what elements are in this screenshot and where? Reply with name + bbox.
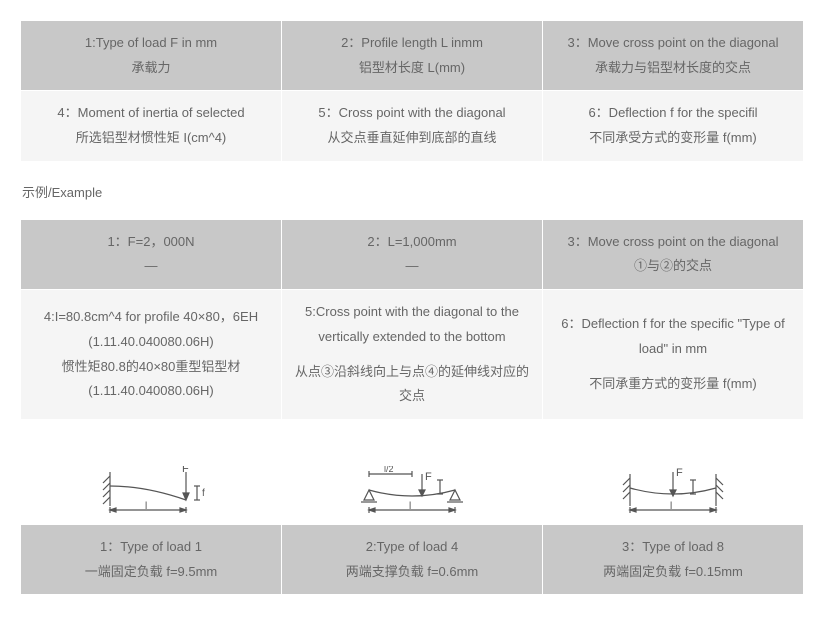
load-cell-2-en: 2:Type of load 4 xyxy=(290,535,534,560)
cell-2-en: 2：Profile length L inmm xyxy=(290,31,534,56)
load-cell-3-en: 3：Type of load 8 xyxy=(551,535,795,560)
svg-text:l/2: l/2 xyxy=(384,466,394,474)
cell-5: 5：Cross point with the diagonal 从交点垂直延伸到… xyxy=(282,91,543,161)
svg-text:F: F xyxy=(182,466,189,475)
cell-3-en: 3：Move cross point on the diagonal xyxy=(551,31,795,56)
cell-6-cn: 不同承受方式的变形量 f(mm) xyxy=(551,126,795,151)
ex-cell-4-l1: 4:I=80.8cm^4 for profile 40×80，6EH xyxy=(29,305,273,330)
cell-5-cn: 从交点垂直延伸到底部的直线 xyxy=(290,126,534,151)
ex-cell-5-l1: 5:Cross point with the diagonal to the v… xyxy=(290,300,534,349)
diagram-3: F l xyxy=(543,445,804,524)
ex-cell-5: 5:Cross point with the diagonal to the v… xyxy=(282,290,543,420)
ex-cell-3-en: 3：Move cross point on the diagonal xyxy=(551,230,795,255)
cell-3-cn: 承载力与铝型材长度的交点 xyxy=(551,56,795,81)
load-cell-3-cn: 两端固定负载 f=0.15mm xyxy=(551,560,795,585)
ex-cell-4: 4:I=80.8cm^4 for profile 40×80，6EH (1.11… xyxy=(21,290,282,420)
ex-cell-3-cn: ①与②的交点 xyxy=(551,254,795,279)
ex-cell-6-l2: 不同承重方式的变形量 f(mm) xyxy=(551,372,795,397)
definitions-table: 1:Type of load F in mm 承载力 2：Profile len… xyxy=(20,20,804,162)
ex-cell-4-l4: (1.11.40.040080.06H) xyxy=(29,379,273,404)
cell-2: 2：Profile length L inmm 铝型材长度 L(mm) xyxy=(282,21,543,91)
load-cell-1: 1：Type of load 1 一端固定负载 f=9.5mm xyxy=(21,524,282,594)
ex-cell-4-l3: 惯性矩80.8的40×80重型铝型材 xyxy=(29,355,273,380)
ex-cell-2-cn: — xyxy=(290,254,534,279)
example-label: 示例/Example xyxy=(22,182,804,201)
svg-text:f: f xyxy=(202,488,205,499)
ex-cell-1-en: 1：F=2，000N xyxy=(29,230,273,255)
diagram-2: l/2 F xyxy=(282,445,543,524)
load-cell-3: 3：Type of load 8 两端固定负载 f=0.15mm xyxy=(543,524,804,594)
svg-text:l: l xyxy=(145,501,147,512)
svg-text:F: F xyxy=(676,467,683,479)
ex-cell-2: 2：L=1,000mm — xyxy=(282,219,543,289)
cell-4-en: 4：Moment of inertia of selected xyxy=(29,101,273,126)
cell-3: 3：Move cross point on the diagonal 承载力与铝… xyxy=(543,21,804,91)
load-cell-2-cn: 两端支撑负载 f=0.6mm xyxy=(290,560,534,585)
cell-6: 6：Deflection f for the specifil 不同承受方式的变… xyxy=(543,91,804,161)
cell-1-en: 1:Type of load F in mm xyxy=(29,31,273,56)
cell-4-cn: 所选铝型材惯性矩 I(cm^4) xyxy=(29,126,273,151)
ex-cell-1-cn: — xyxy=(29,254,273,279)
cell-6-en: 6：Deflection f for the specifil xyxy=(551,101,795,126)
cell-1-cn: 承载力 xyxy=(29,56,273,81)
ex-cell-4-l2: (1.11.40.040080.06H) xyxy=(29,330,273,355)
load-cell-2: 2:Type of load 4 两端支撑负载 f=0.6mm xyxy=(282,524,543,594)
ex-cell-5-l2: 从点③沿斜线向上与点④的延伸线对应的交点 xyxy=(290,360,534,409)
load-cell-1-en: 1：Type of load 1 xyxy=(29,535,273,560)
cell-5-en: 5：Cross point with the diagonal xyxy=(290,101,534,126)
diagram-1: F f l xyxy=(21,445,282,524)
svg-text:l: l xyxy=(409,501,411,512)
cell-4: 4：Moment of inertia of selected 所选铝型材惯性矩… xyxy=(21,91,282,161)
ex-cell-6-l1: 6：Deflection f for the specific "Type of… xyxy=(551,312,795,361)
svg-text:F: F xyxy=(425,471,432,483)
cell-1: 1:Type of load F in mm 承载力 xyxy=(21,21,282,91)
ex-cell-3: 3：Move cross point on the diagonal ①与②的交… xyxy=(543,219,804,289)
example-table: 1：F=2，000N — 2：L=1,000mm — 3：Move cross … xyxy=(20,219,804,420)
ex-cell-1: 1：F=2，000N — xyxy=(21,219,282,289)
ex-cell-6: 6：Deflection f for the specific "Type of… xyxy=(543,290,804,420)
svg-text:l: l xyxy=(670,501,672,512)
ex-cell-2-en: 2：L=1,000mm xyxy=(290,230,534,255)
load-cell-1-cn: 一端固定负载 f=9.5mm xyxy=(29,560,273,585)
load-type-table: F f l xyxy=(20,445,804,595)
cell-2-cn: 铝型材长度 L(mm) xyxy=(290,56,534,81)
